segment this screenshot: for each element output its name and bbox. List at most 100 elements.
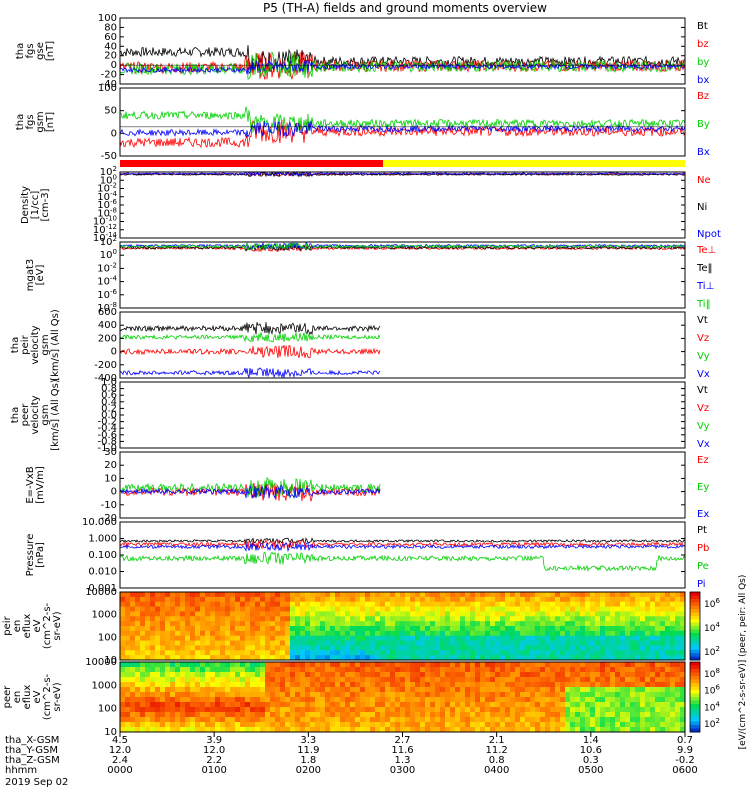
- spectrogram-cell: [440, 645, 446, 651]
- y-label-line: peir: [2, 615, 13, 635]
- y-label-line: [nT]: [45, 41, 56, 61]
- spectrogram-cell: [420, 630, 426, 637]
- spectrogram-cell: [565, 722, 571, 728]
- spectrogram-cell: [475, 640, 481, 646]
- series-line-Vt: [119, 322, 381, 337]
- spectrogram-cell: [560, 601, 566, 608]
- spectrogram-cell: [510, 596, 516, 603]
- spectrogram-cell: [490, 592, 496, 598]
- y-tick-label: 10-6: [97, 198, 117, 211]
- spectrogram-cell: [150, 682, 156, 688]
- spectrogram-cell: [575, 626, 581, 632]
- spectrogram-cell: [425, 692, 431, 698]
- spectrogram-cell: [465, 655, 471, 661]
- spectrogram-cell: [225, 722, 231, 728]
- spectrogram-cell: [505, 697, 511, 703]
- spectrogram-cell: [210, 707, 216, 713]
- spectrogram-cell: [390, 626, 396, 632]
- spectrogram-cell: [615, 630, 621, 637]
- spectrogram-cell: [375, 707, 381, 713]
- spectrogram-cell: [620, 692, 626, 698]
- spectrogram-cell: [560, 672, 566, 678]
- spectrogram-cell: [125, 655, 131, 661]
- spectrogram-cell: [635, 645, 641, 651]
- spectrogram-cell: [465, 640, 471, 646]
- colorbar-segment: [690, 665, 700, 670]
- y-tick-label: -0.4: [97, 423, 117, 434]
- spectrogram-cell: [225, 655, 231, 661]
- spectrogram-cell: [250, 687, 256, 693]
- spectrogram-cell: [255, 655, 261, 661]
- spectrogram-cell: [125, 662, 131, 668]
- spectrogram-cell: [145, 667, 151, 673]
- spectrogram-cell: [260, 717, 266, 723]
- spectrogram-cell: [475, 707, 481, 713]
- spectrogram-cell: [170, 626, 176, 632]
- spectrogram-cell: [215, 692, 221, 698]
- spectrogram-cell: [380, 601, 386, 608]
- spectrogram-cell: [120, 667, 126, 673]
- spectrogram-cell: [295, 640, 301, 646]
- spectrogram-cell: [335, 640, 341, 646]
- spectrogram-cell: [185, 682, 191, 688]
- spectrogram-cell: [165, 702, 171, 708]
- spectrogram-cell: [415, 682, 421, 688]
- spectrogram-cell: [425, 596, 431, 603]
- spectrogram-cell: [590, 606, 596, 612]
- y-tick-label: 200: [98, 333, 117, 344]
- spectrogram-cell: [650, 601, 656, 608]
- spectrogram-cell: [610, 667, 616, 673]
- spectrogram-cell: [460, 702, 466, 708]
- spectrogram-cell: [420, 655, 426, 661]
- spectrogram-cell: [200, 727, 206, 733]
- spectrogram-cell: [460, 662, 466, 668]
- spectrogram-cell: [205, 677, 211, 683]
- spectrogram-cell: [465, 616, 471, 622]
- spectrogram-cell: [670, 645, 676, 651]
- spectrogram-cell: [655, 606, 661, 612]
- spectrogram-cell: [280, 687, 286, 693]
- spectrogram-cell: [250, 611, 256, 617]
- spectrogram-cell: [555, 697, 561, 703]
- spectrogram-cell: [300, 727, 306, 733]
- spectrogram-cell: [250, 722, 256, 728]
- spectrogram-cell: [530, 621, 536, 627]
- spectrogram-cell: [405, 667, 411, 673]
- spectrogram-cell: [270, 635, 276, 642]
- spectrogram-cell: [245, 677, 251, 683]
- spectrogram-cell: [440, 601, 446, 608]
- spectrogram-cell: [495, 712, 501, 718]
- spectrogram-cell: [525, 707, 531, 713]
- colorbar-tick-label: 106: [704, 597, 720, 610]
- spectrogram-cell: [380, 722, 386, 728]
- spectrogram-cell: [480, 592, 486, 598]
- spectrogram-cell: [255, 611, 261, 617]
- spectrogram-cell: [340, 621, 346, 627]
- spectrogram-cell: [625, 611, 631, 617]
- spectrogram-cell: [375, 697, 381, 703]
- spectrogram-cell: [280, 712, 286, 718]
- spectrogram-cell: [635, 621, 641, 627]
- spectrogram-cell: [335, 662, 341, 668]
- spectrogram-cell: [145, 635, 151, 642]
- spectrogram-cell: [320, 662, 326, 668]
- spectrogram-cell: [545, 616, 551, 622]
- spectrogram-cell: [490, 621, 496, 627]
- spectrogram-cell: [440, 616, 446, 622]
- spectrogram-cell: [150, 677, 156, 683]
- spectrogram-cell: [200, 650, 206, 656]
- spectrogram-cell: [445, 677, 451, 683]
- spectrogram-cell: [410, 697, 416, 703]
- colorbar-segment: [690, 693, 700, 698]
- spectrogram-cell: [325, 677, 331, 683]
- spectrogram-cell: [580, 626, 586, 632]
- y-label-line: [1/cc]: [30, 191, 41, 220]
- spectrogram-cell: [585, 645, 591, 651]
- spectrogram-cell: [520, 707, 526, 713]
- spectrogram-cell: [240, 655, 246, 661]
- spectrogram-cell: [310, 655, 316, 661]
- spectrogram-cell: [210, 717, 216, 723]
- spectrogram-cell: [570, 727, 576, 733]
- spectrogram-cell: [535, 692, 541, 698]
- spectrogram-cell: [390, 616, 396, 622]
